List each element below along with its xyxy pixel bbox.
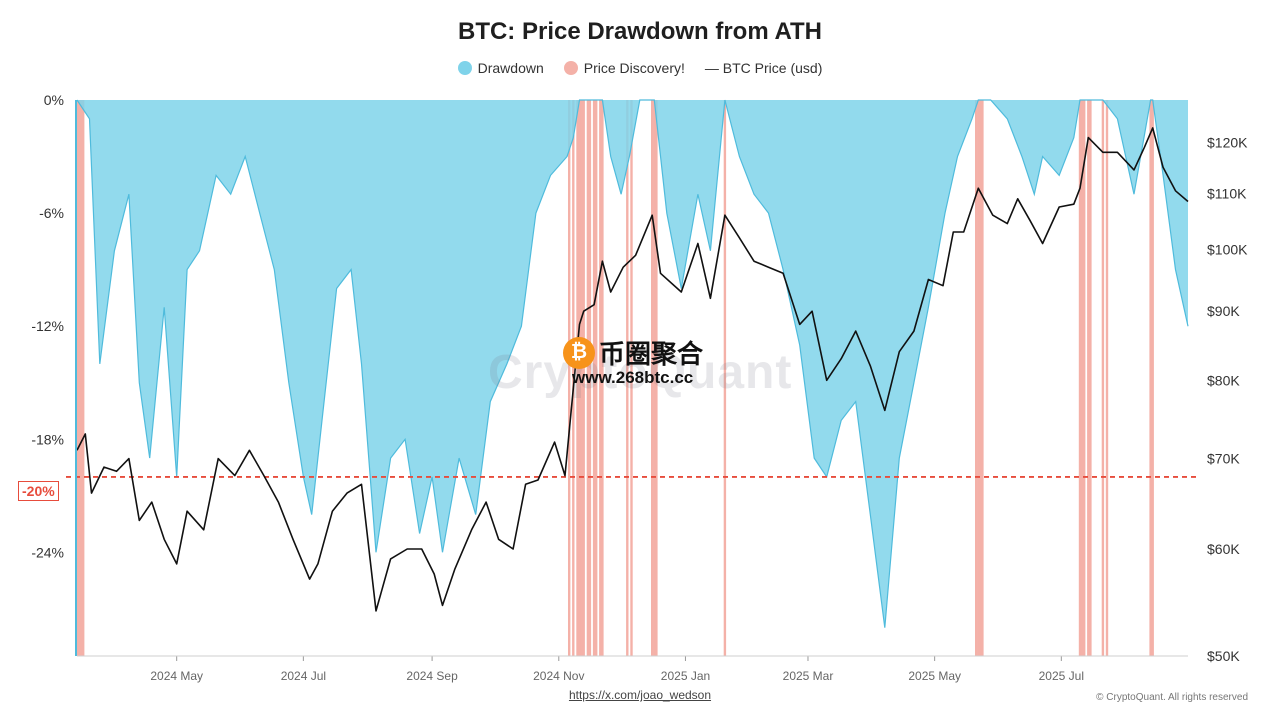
legend: Drawdown Price Discovery! — BTC Price (u… (0, 60, 1280, 76)
x-axis: 2024 May 2024 Jul 2024 Sep 2024 Nov 2025 Jan… (150, 656, 1084, 683)
price-discovery-band-21 (723, 100, 727, 656)
y-left-tick-label: -24% (31, 544, 64, 560)
y-right-tick-label: $70K (1207, 451, 1240, 467)
y-left-tick-label: -6% (39, 205, 64, 221)
watermark-text: CryptoQuant (488, 346, 793, 399)
price-discovery-band-8 (580, 100, 583, 656)
legend-label-discovery: Price Discovery! (583, 60, 685, 76)
y-left-tick-label: -18% (31, 431, 64, 447)
x-tick-label: 2024 Sep (406, 669, 458, 683)
brand-name: 币圈聚合 (599, 339, 704, 369)
price-discovery-band-30 (1089, 100, 1092, 656)
y-axis-left: 0% -6% -12% -18% -24% (31, 92, 64, 560)
y-left-tick-label: 0% (44, 92, 64, 108)
price-discovery-band-7 (578, 100, 581, 656)
btc-price-line (76, 127, 1189, 612)
legend-item-discovery[interactable]: Price Discovery! (563, 60, 685, 76)
x-tick-label: 2024 May (150, 669, 203, 683)
price-discovery-band-32 (1105, 100, 1109, 656)
price-discovery-band-15 (601, 100, 604, 656)
y-right-tick-label: $80K (1207, 372, 1240, 388)
brand-url: www.268btc.cc (572, 368, 694, 387)
price-discovery-band-12 (592, 100, 596, 656)
price-discovery-band-2 (80, 100, 83, 656)
price-discovery-band-1 (77, 100, 81, 656)
price-discovery-band-17 (630, 100, 633, 656)
y-right-tick-label: $120K (1207, 134, 1248, 150)
price-discovery-band-11 (588, 100, 592, 656)
drawdown-area (77, 100, 1188, 628)
legend-swatch-discovery (563, 61, 578, 75)
price-discovery-band-6 (576, 100, 579, 656)
price-discovery-bands (75, 100, 1154, 656)
x-tick-label: 2025 Jul (1039, 669, 1084, 683)
price-discovery-band-13 (595, 100, 598, 656)
legend-item-price[interactable]: — BTC Price (usd) (705, 60, 822, 76)
copyright-notice: © CryptoQuant. All rights reserved (1096, 692, 1248, 703)
bitcoin-icon: ₿ (563, 336, 595, 369)
legend-swatch-drawdown (457, 61, 472, 75)
brand-logo: ₿ 币圈聚合 (563, 334, 703, 371)
price-discovery-band-34 (1151, 100, 1154, 656)
price-discovery-band-25 (981, 100, 984, 656)
legend-item-drawdown[interactable]: Drawdown (457, 60, 544, 76)
price-discovery-band-20 (655, 100, 658, 656)
price-discovery-band-14 (599, 100, 602, 656)
price-discovery-band-33 (1149, 100, 1152, 656)
price-discovery-band-9 (582, 100, 585, 656)
price-discovery-band-4 (568, 100, 571, 656)
x-tick-label: 2024 Nov (533, 669, 584, 683)
x-tick-label: 2025 May (908, 669, 961, 683)
price-discovery-band-22 (975, 100, 978, 656)
y-axis-right: $120K $110K $100K $90K $80K $70K $60K $50K (1207, 134, 1248, 664)
price-discovery-band-24 (979, 100, 982, 656)
x-tick-label: 2025 Mar (783, 669, 834, 683)
price-discovery-band-10 (586, 100, 590, 656)
legend-label-drawdown: Drawdown (477, 60, 544, 76)
y-right-tick-label: $110K (1207, 186, 1247, 202)
price-discovery-band-5 (572, 100, 575, 656)
source-link[interactable]: https://x.com/joao_wedson (568, 688, 712, 702)
chart-title: BTC: Price Drawdown from ATH (457, 18, 823, 45)
price-discovery-band-16 (626, 100, 629, 656)
y-right-tick-label: $60K (1207, 541, 1240, 557)
price-discovery-band-23 (977, 100, 980, 656)
price-discovery-band-31 (1101, 100, 1105, 656)
y-right-tick-label: $50K (1207, 648, 1240, 664)
price-discovery-band-19 (653, 100, 656, 656)
price-discovery-band-26 (1078, 100, 1082, 656)
price-discovery-band-28 (1083, 100, 1086, 656)
price-discovery-band-18 (651, 100, 654, 656)
y-left-tick-label: -12% (31, 318, 64, 334)
y-right-tick-label: $100K (1207, 241, 1248, 257)
x-tick-label: 2025 Jan (661, 669, 710, 683)
x-tick-label: 2024 Jul (281, 669, 326, 683)
price-discovery-band-3 (82, 100, 85, 656)
price-discovery-band-29 (1087, 100, 1090, 656)
legend-label-price: — BTC Price (usd) (704, 60, 823, 76)
threshold-label: -20% (18, 481, 59, 501)
price-discovery-band-27 (1080, 100, 1084, 656)
drawdown-edge-line (76, 99, 1189, 628)
y-right-tick-label: $90K (1207, 303, 1240, 319)
